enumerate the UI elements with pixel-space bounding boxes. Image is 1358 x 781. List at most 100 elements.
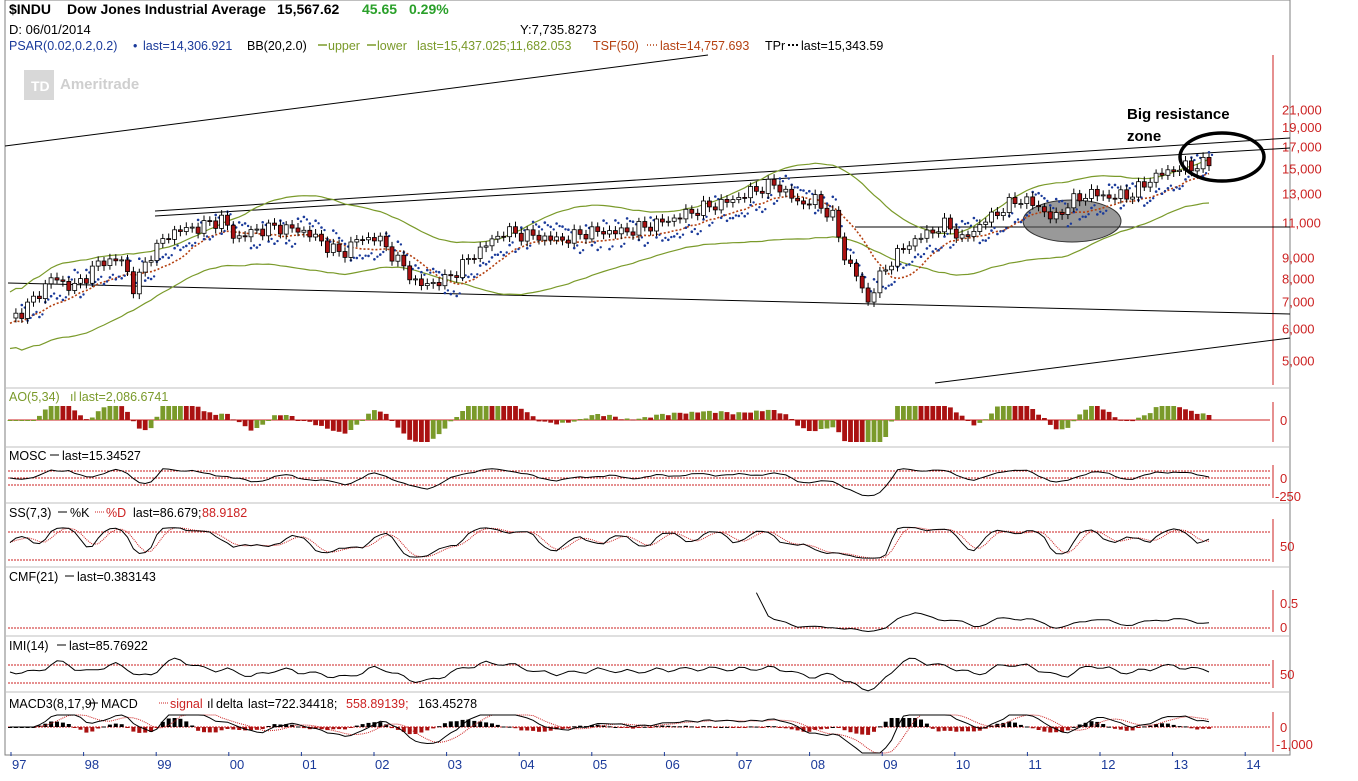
candle bbox=[1094, 188, 1100, 197]
indicator-legend: PSAR(0.02,0.2,0.2) • last=14,306.921 BB(… bbox=[9, 39, 883, 53]
candle bbox=[953, 228, 959, 239]
imi-tick-50: 50 bbox=[1280, 667, 1294, 682]
candle bbox=[736, 196, 742, 200]
year-tick: 10 bbox=[956, 757, 970, 772]
candle bbox=[959, 234, 965, 239]
candle bbox=[624, 227, 630, 233]
ao-panel: AO(5,34) ıl last=2,086.6741 0 bbox=[7, 390, 1287, 442]
candle bbox=[225, 214, 230, 226]
candle bbox=[683, 208, 689, 220]
bollinger-bands bbox=[9, 158, 1210, 351]
annotation-line1: Big resistance bbox=[1127, 106, 1230, 123]
candle bbox=[906, 245, 912, 250]
candle bbox=[1206, 156, 1212, 167]
candle bbox=[965, 234, 971, 237]
candle bbox=[160, 238, 166, 244]
cmf-panel: CMF(21) last=0.383143 0.5 0 bbox=[8, 570, 1298, 635]
bb-last: last=15,437.025;11,682.053 bbox=[417, 39, 571, 53]
candle bbox=[418, 278, 424, 286]
trend-lines bbox=[4, 54, 1291, 384]
candle bbox=[366, 237, 371, 241]
candle bbox=[301, 229, 307, 233]
candle bbox=[1006, 196, 1012, 213]
mosc-tick-0: 0 bbox=[1280, 471, 1287, 486]
candle bbox=[248, 229, 254, 238]
year-tick: 11 bbox=[1028, 757, 1042, 772]
candle bbox=[654, 218, 659, 232]
ss-last-d: 88.9182 bbox=[202, 506, 247, 520]
candle bbox=[995, 211, 1000, 217]
macd-delta-glyph: ıl bbox=[207, 697, 213, 711]
candle bbox=[66, 280, 72, 291]
candle bbox=[1065, 207, 1071, 215]
price-change-pct: 0.29% bbox=[409, 1, 449, 17]
psar-dots bbox=[20, 151, 1214, 322]
candle bbox=[854, 262, 859, 277]
candle bbox=[889, 265, 894, 271]
candle bbox=[189, 226, 195, 229]
candle bbox=[842, 236, 847, 261]
candle bbox=[1106, 194, 1112, 199]
candle bbox=[560, 236, 565, 241]
candle bbox=[78, 278, 83, 284]
candle bbox=[689, 208, 695, 214]
candle bbox=[295, 227, 301, 233]
candle bbox=[977, 224, 983, 232]
ticker-symbol: $INDU bbox=[9, 1, 51, 17]
candle bbox=[1030, 196, 1036, 206]
candle bbox=[1153, 172, 1159, 183]
candle bbox=[19, 312, 25, 319]
candle bbox=[389, 246, 395, 262]
candle bbox=[595, 226, 601, 232]
macd-tick-neg: -1,000 bbox=[1276, 737, 1313, 752]
year-tick: 14 bbox=[1246, 757, 1260, 772]
candle bbox=[107, 258, 113, 266]
candle bbox=[566, 239, 571, 244]
candle bbox=[283, 224, 289, 235]
year-tick: 02 bbox=[375, 757, 389, 772]
last-price: 15,567.62 bbox=[277, 1, 339, 17]
candle bbox=[1036, 205, 1041, 208]
candle bbox=[483, 245, 489, 248]
candle bbox=[242, 235, 248, 238]
year-tick: 03 bbox=[448, 757, 462, 772]
bb-upper-label: upper bbox=[328, 39, 360, 53]
price-tick: 5,000 bbox=[1282, 354, 1315, 369]
candle bbox=[113, 258, 119, 262]
candle bbox=[1071, 193, 1077, 209]
candle bbox=[25, 301, 31, 319]
candle bbox=[48, 277, 54, 285]
tsf-label: TSF(50) bbox=[593, 39, 639, 53]
macd-tick-0: 0 bbox=[1280, 720, 1287, 735]
candle bbox=[336, 243, 342, 252]
candle bbox=[260, 228, 266, 237]
candle bbox=[912, 238, 918, 247]
candle bbox=[307, 229, 313, 238]
price-tick: 13,000 bbox=[1282, 186, 1322, 201]
ao-bar-glyph: ıl bbox=[70, 390, 76, 404]
candle bbox=[1189, 160, 1194, 172]
price-tick: 7,000 bbox=[1282, 295, 1315, 310]
candle bbox=[707, 200, 712, 208]
macd-delta-label: delta bbox=[216, 697, 243, 711]
candle bbox=[277, 224, 283, 235]
price-tick: 8,000 bbox=[1282, 271, 1315, 286]
candle bbox=[1083, 197, 1088, 202]
candle bbox=[37, 295, 42, 300]
candle bbox=[901, 248, 906, 250]
candle bbox=[871, 292, 877, 303]
candle bbox=[718, 198, 724, 211]
candle bbox=[125, 259, 130, 273]
candle bbox=[836, 209, 842, 238]
tsf-line bbox=[9, 172, 1210, 325]
candle bbox=[724, 198, 730, 203]
ss-d-label: %D bbox=[106, 506, 126, 520]
candle bbox=[430, 281, 436, 284]
candle bbox=[348, 241, 354, 258]
candle bbox=[489, 238, 495, 247]
candle bbox=[806, 203, 812, 206]
candle bbox=[789, 188, 795, 199]
candle bbox=[918, 237, 924, 240]
candle bbox=[1118, 189, 1124, 199]
